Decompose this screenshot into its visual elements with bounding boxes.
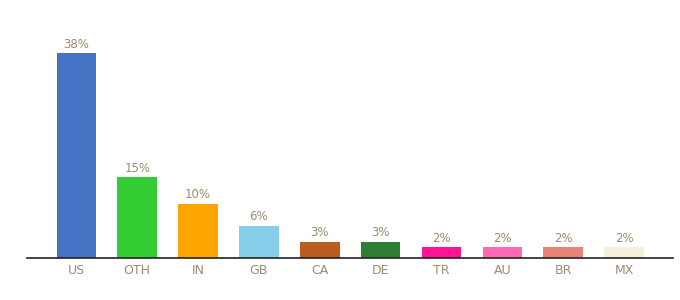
Text: 2%: 2% <box>615 232 633 244</box>
Bar <box>543 247 583 258</box>
Bar <box>361 242 401 258</box>
Bar <box>300 242 339 258</box>
Text: 2%: 2% <box>432 232 451 244</box>
Bar <box>483 247 522 258</box>
Bar <box>239 226 279 258</box>
Bar <box>118 177 157 258</box>
Text: 2%: 2% <box>554 232 573 244</box>
Text: 3%: 3% <box>371 226 390 239</box>
Text: 38%: 38% <box>63 38 89 51</box>
Text: 2%: 2% <box>493 232 511 244</box>
Bar <box>605 247 644 258</box>
Text: 15%: 15% <box>124 161 150 175</box>
Bar <box>178 204 218 258</box>
Text: 3%: 3% <box>311 226 329 239</box>
Bar <box>56 53 96 258</box>
Text: 6%: 6% <box>250 210 268 223</box>
Bar <box>422 247 461 258</box>
Text: 10%: 10% <box>185 188 211 201</box>
